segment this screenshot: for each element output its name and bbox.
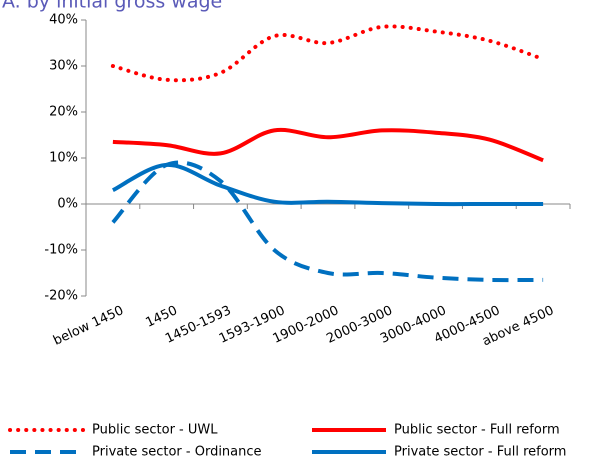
legend-label: Private sector - Full reform <box>394 445 566 459</box>
legend-label: Public sector - UWL <box>92 423 218 438</box>
y-tick-label: -10% <box>44 243 78 258</box>
chart-title: A. by initial gross wage <box>2 0 222 13</box>
y-tick-label: 20% <box>49 105 78 120</box>
series-line <box>112 127 544 163</box>
series-line <box>110 24 546 83</box>
y-tick-label: 40% <box>49 13 78 28</box>
series-line <box>111 160 544 283</box>
y-tick-label: 10% <box>49 151 78 166</box>
x-tick-label: below 1450 <box>51 303 126 349</box>
y-tick-label: 30% <box>49 59 78 74</box>
series-line <box>111 162 544 207</box>
y-tick-label: 0% <box>57 197 78 212</box>
x-tick-label: 1450 <box>144 303 180 331</box>
legend-label: Public sector - Full reform <box>394 423 560 438</box>
legend-label: Private sector - Ordinance <box>92 445 262 459</box>
y-tick-label: -20% <box>44 289 78 304</box>
